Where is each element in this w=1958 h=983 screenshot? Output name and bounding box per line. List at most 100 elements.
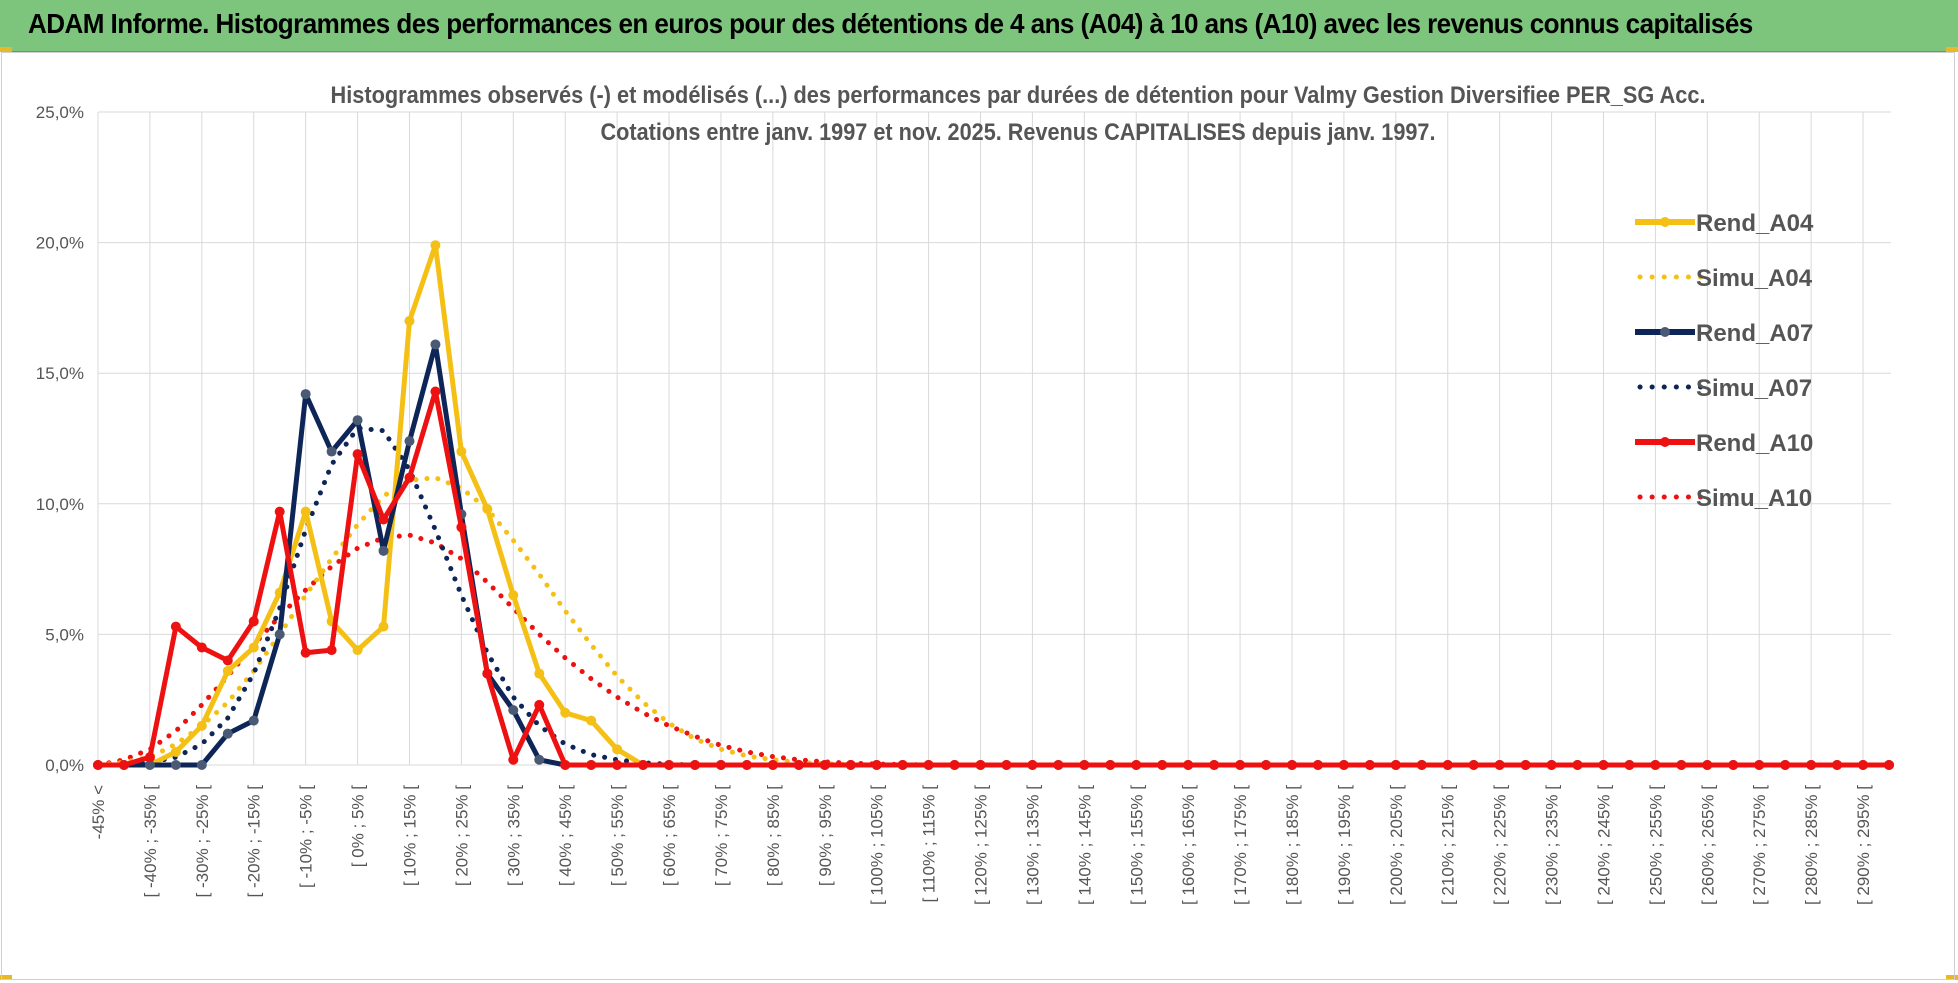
data-point-rend-a10 bbox=[586, 760, 597, 770]
x-tick-label: [ 280% ; 285% [ bbox=[1802, 785, 1821, 905]
data-point-rend-a10 bbox=[1416, 760, 1427, 770]
data-point-rend-a10 bbox=[1001, 760, 1012, 770]
x-tick-label: [ 60% ; 65% [ bbox=[660, 785, 679, 886]
legend-label-simu-a10: Simu_A10 bbox=[1696, 485, 1812, 512]
data-point-rend-a10 bbox=[871, 760, 882, 770]
corner-marker bbox=[0, 975, 12, 980]
series-line-rend-a10 bbox=[98, 389, 1889, 768]
data-point-rend-a10 bbox=[1806, 760, 1817, 770]
x-tick-label: [ 250% ; 255% [ bbox=[1646, 785, 1665, 905]
data-point-rend-a07 bbox=[326, 446, 337, 457]
legend-marker-rend-a07 bbox=[1660, 327, 1670, 337]
x-tick-label: [ 210% ; 215% [ bbox=[1439, 785, 1458, 905]
x-tick-label: [ 200% ; 205% [ bbox=[1387, 785, 1406, 905]
x-tick-label: [ 0% ; 5% [ bbox=[349, 785, 368, 867]
x-tick-label: [ 160% ; 165% [ bbox=[1179, 785, 1198, 905]
y-tick-label: 10,0% bbox=[36, 495, 84, 514]
data-point-rend-a10 bbox=[1287, 760, 1297, 770]
x-tick-label: [ -20% ; -15% [ bbox=[245, 785, 264, 898]
data-point-rend-a07 bbox=[404, 436, 415, 447]
y-tick-label: 15,0% bbox=[36, 364, 84, 383]
data-point-rend-a04 bbox=[586, 715, 597, 726]
data-point-rend-a10 bbox=[975, 760, 986, 770]
x-tick-label: [ 270% ; 275% [ bbox=[1750, 785, 1769, 905]
data-point-rend-a10 bbox=[897, 760, 908, 770]
data-point-rend-a10 bbox=[352, 449, 363, 460]
y-tick-label: 5,0% bbox=[45, 625, 84, 644]
data-point-rend-a10 bbox=[1832, 760, 1843, 770]
data-point-rend-a10 bbox=[300, 647, 311, 658]
data-point-rend-a10 bbox=[767, 760, 778, 770]
data-point-rend-a07 bbox=[300, 389, 311, 400]
report-title: ADAM Informe. Histogrammes des performan… bbox=[28, 8, 1753, 39]
data-point-rend-a04 bbox=[196, 720, 207, 731]
data-point-rend-a04 bbox=[560, 707, 571, 718]
data-point-rend-a10 bbox=[923, 760, 934, 770]
x-tick-label: -45% < bbox=[89, 785, 108, 839]
x-tick-label: [ 70% ; 75% [ bbox=[712, 785, 731, 886]
x-tick-label: [ 90% ; 95% [ bbox=[816, 785, 835, 886]
data-point-rend-a10 bbox=[1390, 760, 1401, 770]
series-line-rend-a07 bbox=[98, 342, 1889, 768]
data-point-rend-a10 bbox=[1183, 760, 1194, 770]
x-tick-label: [ 100% ; 105% [ bbox=[868, 785, 887, 905]
corner-marker bbox=[1946, 47, 1958, 52]
data-point-rend-a04 bbox=[222, 665, 233, 676]
data-point-rend-a10 bbox=[456, 522, 467, 533]
data-point-rend-a04 bbox=[508, 590, 519, 601]
data-point-rend-a10 bbox=[560, 760, 571, 770]
x-tick-label: [ 80% ; 85% [ bbox=[764, 785, 783, 886]
data-point-rend-a04 bbox=[534, 668, 545, 679]
legend-label-rend-a07: Rend_A07 bbox=[1696, 320, 1813, 347]
x-tick-label: [ 260% ; 265% [ bbox=[1698, 785, 1717, 905]
corner-marker bbox=[0, 47, 12, 52]
data-point-rend-a07 bbox=[534, 754, 545, 765]
chart-title-line: Cotations entre janv. 1997 et nov. 2025.… bbox=[601, 119, 1436, 146]
data-point-rend-a10 bbox=[144, 752, 155, 763]
data-point-rend-a04 bbox=[378, 621, 389, 632]
data-point-rend-a10 bbox=[326, 645, 337, 656]
data-point-rend-a04 bbox=[404, 315, 415, 326]
x-tick-label: [ 180% ; 185% [ bbox=[1283, 785, 1302, 905]
data-point-rend-a10 bbox=[534, 699, 545, 710]
data-point-rend-a10 bbox=[430, 386, 441, 397]
data-point-rend-a10 bbox=[819, 760, 830, 770]
x-tick-label: [ 10% ; 15% [ bbox=[400, 785, 419, 886]
data-point-rend-a07 bbox=[508, 705, 519, 716]
data-point-rend-a07 bbox=[170, 760, 181, 770]
legend-marker-rend-a04 bbox=[1660, 217, 1670, 227]
x-tick-label: [ 40% ; 45% [ bbox=[556, 785, 575, 886]
data-point-rend-a10 bbox=[1780, 760, 1791, 770]
y-tick-label: 25,0% bbox=[36, 103, 84, 122]
chart-frame bbox=[1, 52, 1955, 980]
data-point-rend-a07 bbox=[196, 760, 207, 770]
data-point-rend-a10 bbox=[196, 642, 207, 653]
data-point-rend-a10 bbox=[1650, 760, 1661, 770]
data-point-rend-a07 bbox=[352, 415, 363, 426]
data-point-rend-a04 bbox=[352, 645, 363, 656]
legend-label-rend-a10: Rend_A10 bbox=[1696, 430, 1813, 457]
x-tick-label: [ 130% ; 135% [ bbox=[1023, 785, 1042, 905]
data-point-rend-a10 bbox=[1572, 760, 1583, 770]
series-line-rend-a04 bbox=[98, 242, 1889, 768]
x-tick-label: [ 170% ; 175% [ bbox=[1231, 785, 1250, 905]
data-point-rend-a10 bbox=[1209, 760, 1220, 770]
legend-marker-rend-a10 bbox=[1660, 437, 1670, 447]
x-tick-label: [ 120% ; 125% [ bbox=[972, 785, 991, 905]
data-point-rend-a04 bbox=[300, 506, 311, 517]
data-point-rend-a07 bbox=[430, 339, 441, 350]
data-point-rend-a10 bbox=[222, 655, 233, 666]
data-point-rend-a10 bbox=[1157, 760, 1168, 770]
data-point-rend-a04 bbox=[456, 446, 467, 457]
data-point-rend-a10 bbox=[1858, 760, 1869, 770]
data-point-rend-a10 bbox=[1520, 760, 1531, 770]
data-point-rend-a07 bbox=[378, 545, 389, 556]
x-tick-label: [ 140% ; 145% [ bbox=[1075, 785, 1094, 905]
data-point-rend-a10 bbox=[1261, 760, 1272, 770]
data-point-rend-a10 bbox=[793, 760, 804, 770]
x-tick-label: [ 230% ; 235% [ bbox=[1543, 785, 1562, 905]
data-point-rend-a10 bbox=[378, 514, 389, 525]
chart-title-line: Histogrammes observés (-) et modélisés (… bbox=[331, 82, 1706, 109]
data-point-rend-a10 bbox=[1676, 760, 1687, 770]
